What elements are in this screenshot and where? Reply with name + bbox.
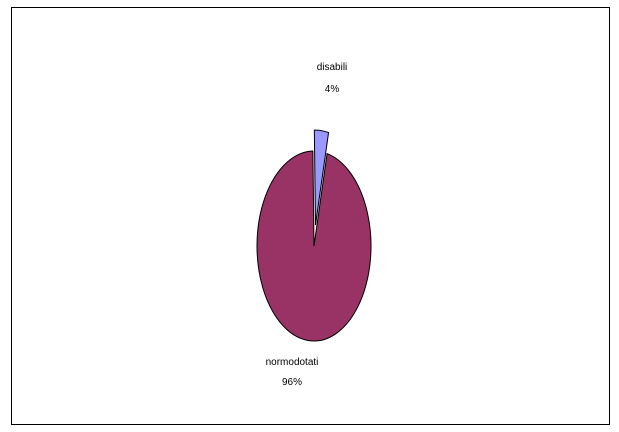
slice-name-normodotati: normodotati [266,357,319,368]
pie-slice-normodotati [256,150,372,342]
slice-percent-normodotati: 96% [282,377,302,388]
slice-percent-disabili: 4% [325,84,340,95]
pie-slice-disabili [313,129,330,226]
slice-name-disabili: disabili [317,62,348,73]
